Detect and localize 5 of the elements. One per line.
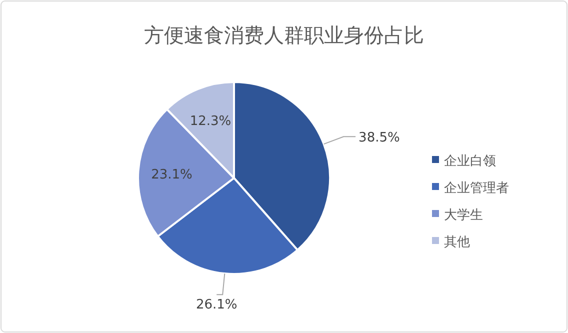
legend-label: 企业白领: [444, 154, 496, 169]
legend-label: 企业管理者: [444, 181, 509, 196]
legend-label: 其他: [444, 235, 470, 250]
legend-label: 大学生: [444, 208, 483, 223]
title: 方便速食消费人群职业身份占比: [144, 23, 424, 47]
